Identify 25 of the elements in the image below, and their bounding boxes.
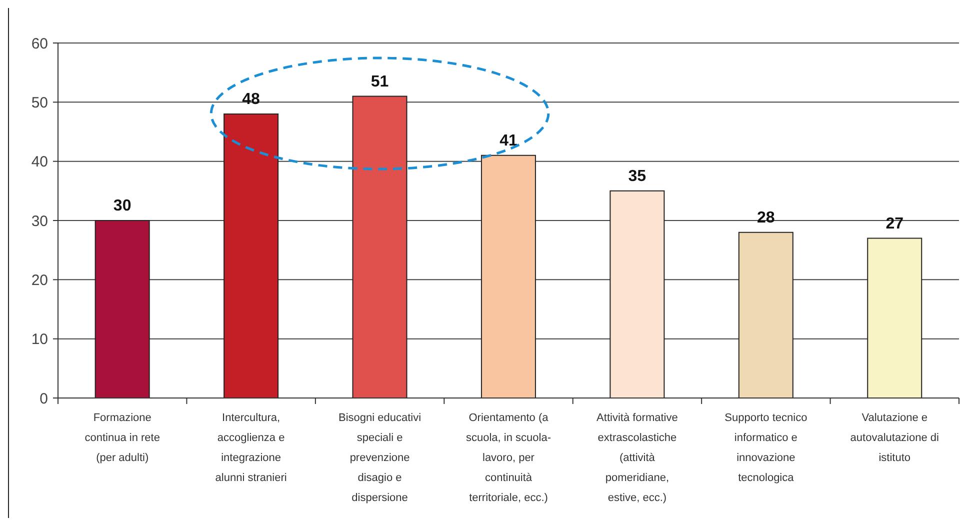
- x-tick-label: Supporto tecnico informatico e innovazione tecnologica: [724, 412, 808, 484]
- y-tick-label: 0: [40, 390, 48, 408]
- data-label: 30: [113, 198, 132, 214]
- x-tick-label: Bisogni educativi speciali e prevenzione disagio e dispersione: [338, 412, 422, 504]
- data-label: 35: [628, 168, 646, 185]
- y-tick-label: 30: [31, 212, 48, 230]
- x-tick-label: Valutazione e autovalutazione di istituto: [850, 412, 939, 464]
- y-tick-label: 10: [31, 331, 48, 348]
- x-tick-label: Formazione continua in rete (per adulti): [84, 412, 160, 464]
- data-label: 41: [500, 132, 518, 150]
- bar: [480, 154, 536, 398]
- y-tick-label: 60: [31, 35, 48, 52]
- y-tick-label: 20: [31, 272, 48, 289]
- bar: [610, 190, 665, 398]
- bar: [224, 114, 279, 398]
- data-label: 51: [370, 73, 389, 90]
- x-tick-label: Orientamento (a scuola, in scuola-lavoro, per continuità territoriale, ecc.): [466, 412, 552, 504]
- x-tick-label: Attività formative extrascolastiche (attività pomeridiane, estive, ecc.): [596, 412, 678, 504]
- bar: [94, 220, 150, 398]
- y-tick-label: 40: [31, 154, 48, 171]
- bar: [867, 238, 922, 398]
- bar: [738, 232, 794, 398]
- y-tick-label: 50: [31, 94, 48, 112]
- x-tick-label: Intercultura, accoglienza e integrazione alunni stranieri: [215, 412, 287, 484]
- bar: [352, 96, 408, 398]
